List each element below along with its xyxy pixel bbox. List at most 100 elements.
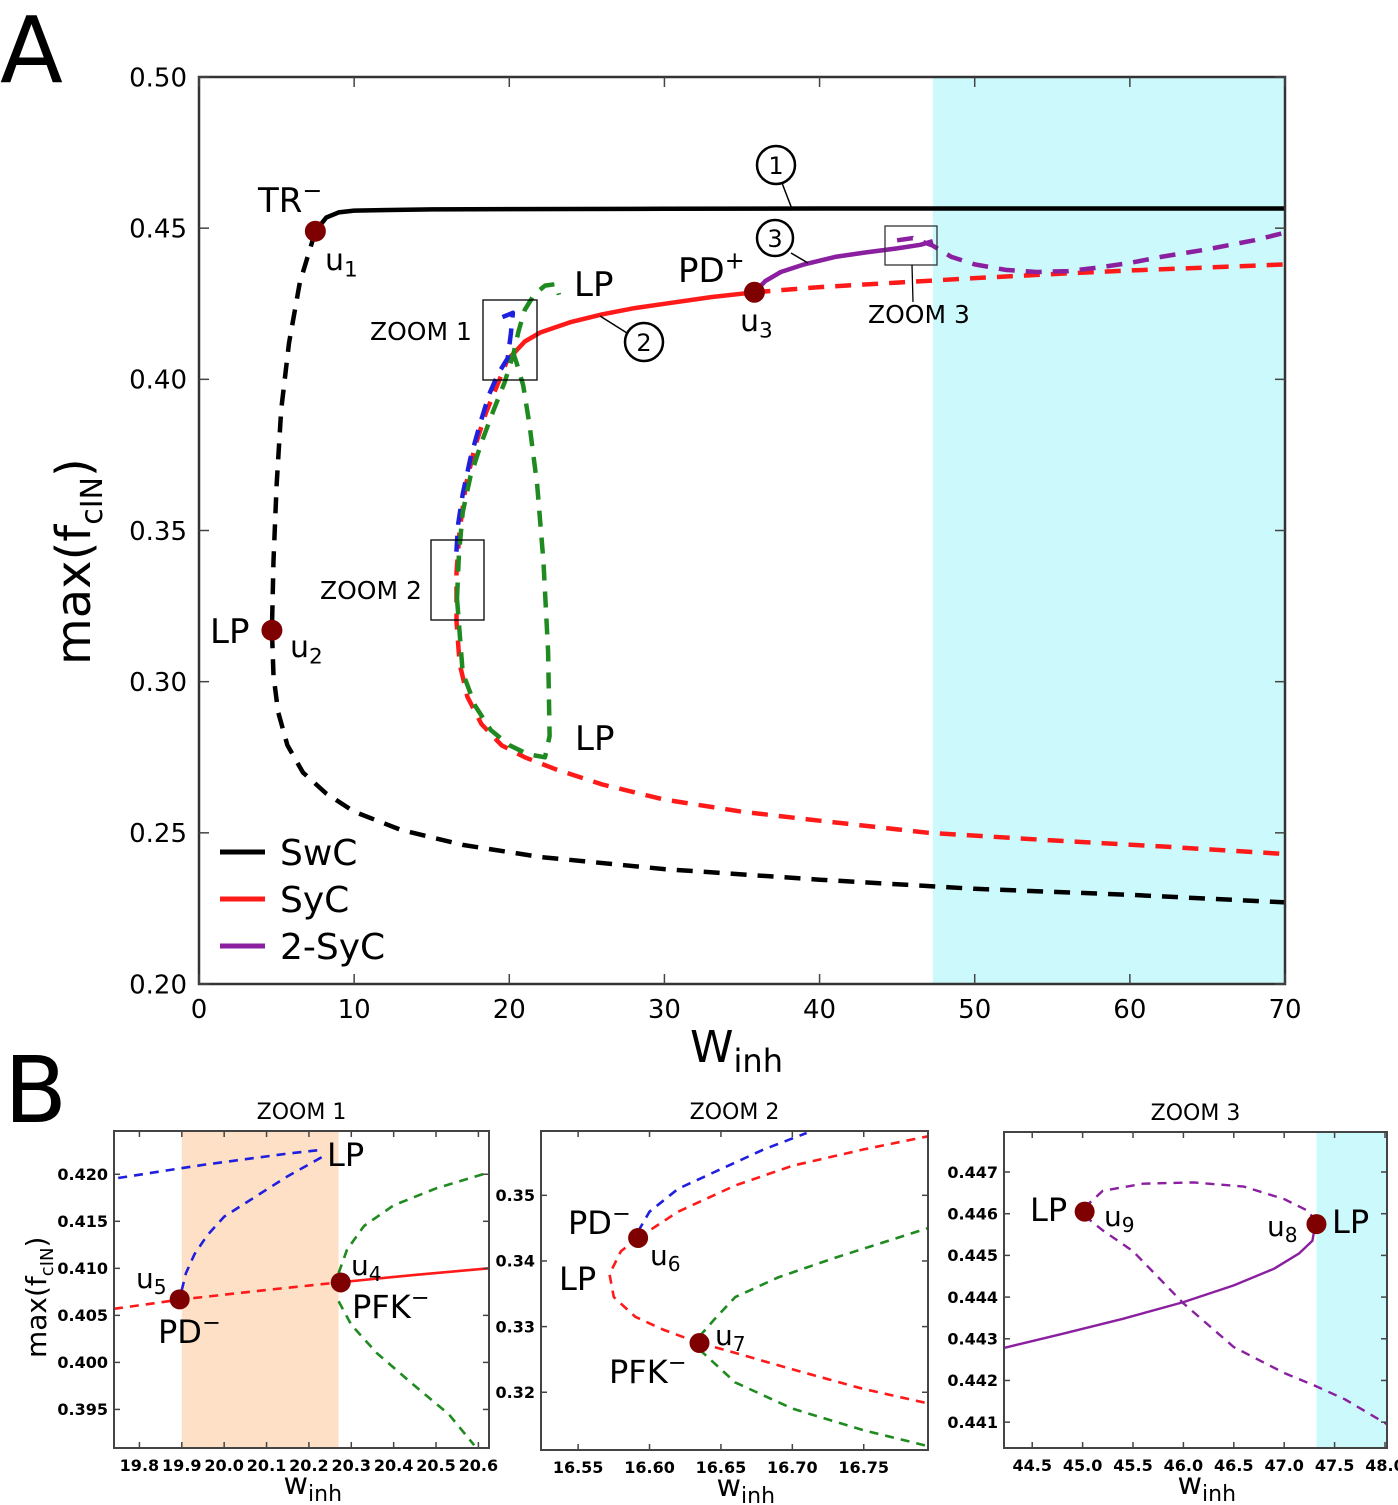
x-tick-label: 30	[648, 995, 681, 1025]
series-line	[337, 1171, 490, 1274]
bifurcation-point-u2	[261, 619, 283, 641]
legend: SwC SyC 2-SyC	[220, 833, 385, 968]
u3-label: u3	[740, 304, 773, 344]
point-label-sub: 1	[344, 258, 358, 283]
circle-2-label: 2	[636, 329, 651, 357]
circle-2-marker	[623, 321, 665, 363]
x-tick-label: 16.60	[624, 1458, 675, 1477]
x-axis-label-sub: inh	[741, 1484, 775, 1505]
circle-3-marker	[755, 218, 795, 258]
bifurcation-type: LP	[1332, 1203, 1369, 1241]
x-axis-label: winh	[284, 1467, 343, 1505]
x-tick-label: 46.0	[1164, 1456, 1203, 1475]
y-tick-label: 0.443	[947, 1330, 998, 1349]
x-tick-label: 48.0	[1365, 1456, 1398, 1475]
lp-label: LP	[559, 1260, 596, 1298]
bifurcation-type: PFK	[609, 1353, 669, 1391]
y-tick-label: 0.20	[129, 970, 187, 1000]
bifurcation-sign: −	[411, 1285, 430, 1311]
series-line	[698, 1348, 929, 1448]
x-axis-label: Winh	[690, 1022, 783, 1080]
point-label-sub: 5	[154, 1275, 167, 1299]
x-axis-label: winh	[717, 1469, 776, 1505]
series-line	[637, 1135, 929, 1240]
panel-title: ZOOM 2	[690, 1100, 780, 1125]
bifurcation-point-u5	[169, 1289, 190, 1310]
series-line	[269, 230, 1286, 905]
pfk-minus-label: PFK−	[352, 1285, 429, 1326]
point-label-main: u	[1267, 1210, 1285, 1243]
x-axis-label-main: w	[1178, 1467, 1203, 1502]
panel-b-zoom-1: 19.8 19.9 20.0 20.1 20.2 20.3 20.4 20.5 20.6 0.39…	[20, 1100, 498, 1505]
bifurcation-type: LP	[1030, 1191, 1067, 1229]
pd-minus-label: PD−	[568, 1201, 631, 1242]
series-line	[636, 1131, 808, 1233]
x-tick-label: 20.5	[416, 1456, 455, 1475]
x-axis-label: winh	[1178, 1467, 1237, 1505]
series-line	[698, 1226, 929, 1338]
x-tick-label: 19.9	[162, 1456, 201, 1475]
x-tick-label: 16.65	[696, 1458, 747, 1477]
lp-lower-label: LP	[575, 719, 614, 759]
plot-frame	[113, 1130, 490, 1449]
bifurcation-point-u4	[330, 1272, 351, 1293]
tr-minus-label: TR−	[257, 176, 322, 221]
u1-label: u1	[325, 243, 358, 283]
bifurcation-type: PFK	[352, 1288, 412, 1326]
x-axis-label-sub: inh	[308, 1482, 342, 1505]
zoom-box-1	[482, 299, 538, 381]
legend-label: SwC	[280, 833, 357, 874]
x-tick-label: 16.55	[553, 1458, 604, 1477]
x-tick-label: 46.5	[1214, 1456, 1253, 1475]
y-tick-label: 0.444	[947, 1288, 998, 1307]
series-line	[754, 262, 1286, 295]
y-tick-label: 0.410	[57, 1259, 108, 1278]
x-tick-label: 70	[1268, 995, 1301, 1025]
pd-plus-label: PD+	[678, 246, 745, 291]
y-tick-label: 0.420	[57, 1165, 108, 1184]
u4-label: u4	[351, 1249, 382, 1286]
shaded-region	[932, 77, 1285, 984]
x-tick-label: 20.1	[247, 1456, 286, 1475]
point-label-sub: 3	[759, 319, 773, 344]
point-label-main: u	[325, 243, 344, 278]
bifurcation-sign: −	[302, 176, 322, 204]
series-line	[608, 1236, 700, 1345]
zoom-box-3	[884, 225, 938, 266]
point-label-sub: 4	[369, 1262, 382, 1286]
zoom-3-leader	[911, 264, 914, 303]
series-line	[454, 281, 562, 599]
lp-label: LP	[327, 1136, 364, 1174]
x-tick-label: 47.0	[1264, 1456, 1303, 1475]
bifurcation-point-u1	[304, 220, 326, 242]
panel-b-zoom-3: 44.5 45.0 45.5 46.0 46.5 47.0 47.5 48.0 0.441 0.4…	[947, 1101, 1398, 1505]
bifurcation-point-u9	[1074, 1201, 1095, 1222]
panel-a-chart: 0 10 20 30 40 50 60 70 0.20 0.25 0.30 0.35 0.40 0.45 0…	[46, 63, 1302, 1080]
y-tick-label: 0.35	[129, 517, 187, 547]
y-tick-label: 0.400	[57, 1353, 108, 1372]
y-axis-label-main: max(f	[20, 1275, 53, 1358]
circle-2-leader	[599, 315, 628, 334]
y-tick-label: 0.447	[947, 1163, 998, 1182]
panel-label-b: B	[4, 1037, 67, 1144]
x-tick-label: 20	[493, 995, 526, 1025]
series-line	[752, 239, 934, 294]
bifurcation-type: PD	[158, 1313, 202, 1351]
series-line	[454, 310, 516, 552]
point-label-main: u	[290, 630, 309, 665]
y-tick-label: 0.45	[129, 215, 187, 245]
lp-u9-label: LP	[1030, 1191, 1067, 1229]
lp-upper-label: LP	[574, 265, 613, 305]
x-tick-label: 20.2	[289, 1456, 328, 1475]
series-line	[1003, 1223, 1317, 1350]
bifurcation-point-u3	[743, 281, 765, 303]
point-label-main: u	[1104, 1200, 1122, 1233]
x-tick-label: 16.70	[767, 1458, 818, 1477]
circle-1-marker	[755, 144, 797, 186]
y-tick-label: 0.33	[496, 1317, 535, 1336]
point-label-sub: 2	[309, 645, 323, 670]
zoom-3-label: ZOOM 3	[868, 300, 970, 329]
x-tick-label: 45.5	[1113, 1456, 1152, 1475]
y-tick-label: 0.30	[129, 668, 187, 698]
